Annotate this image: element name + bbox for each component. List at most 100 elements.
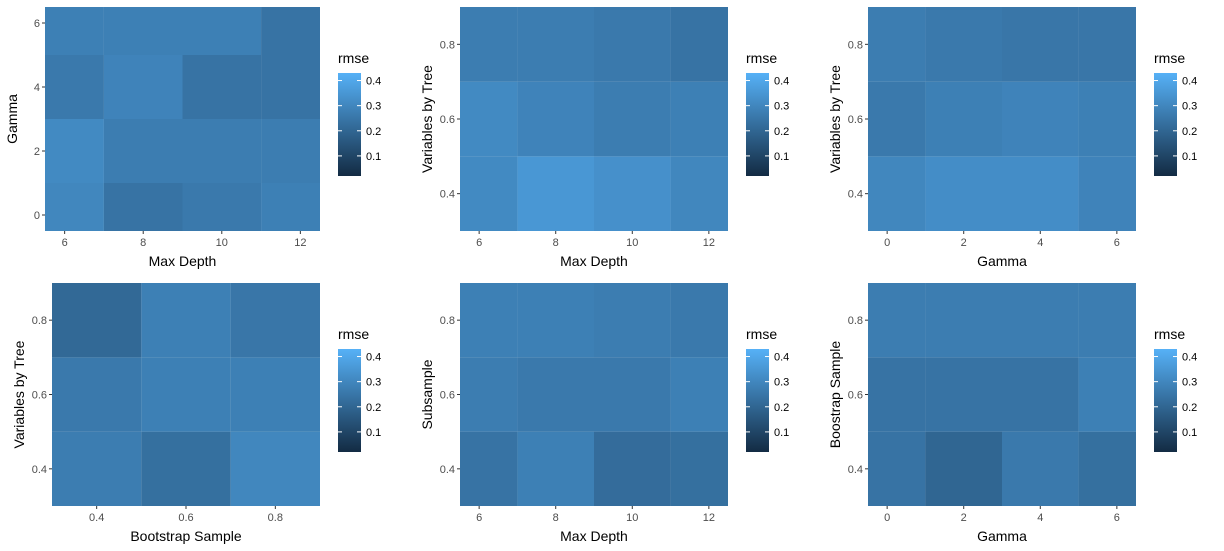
y-tick-label: 0.8 — [32, 315, 47, 327]
legend-tick-label: 0.3 — [1182, 377, 1197, 389]
y-tick-label: 0.8 — [440, 315, 455, 327]
x-tick-label: 4 — [1037, 237, 1043, 249]
legend-tick-label: 0.4 — [774, 352, 789, 364]
legend-colorbar — [338, 349, 361, 452]
x-tick-label: 6 — [62, 237, 68, 249]
legend-tick-label: 0.1 — [366, 151, 381, 163]
legend-tick-label: 0.1 — [774, 427, 789, 439]
x-axis-title: Max Depth — [560, 528, 628, 544]
legend-tick-label: 0.1 — [774, 151, 789, 163]
y-tick-label: 0.4 — [848, 189, 863, 201]
heatmap-panel-3: 0 2 4 6 0.4 0.6 0.8 Gamma Variables by Tree rmse 0… — [827, 7, 1197, 269]
y-tick-label: 0.6 — [440, 390, 455, 402]
legend-tick-label: 0.4 — [366, 352, 381, 364]
x-tick-label: 6 — [476, 512, 482, 524]
heatmap-tile — [103, 55, 183, 119]
heatmap-tile — [594, 81, 671, 157]
heatmap-tile — [594, 156, 671, 231]
y-tick-label: 2 — [34, 146, 40, 158]
legend-tick-label: 0.3 — [774, 101, 789, 113]
y-tick-label: 0.4 — [440, 464, 455, 476]
heatmap-tile — [925, 81, 1002, 157]
heatmap-tile — [460, 7, 518, 82]
legend-tick-label: 0.4 — [1182, 352, 1197, 364]
heatmap-tile — [868, 357, 926, 432]
heatmap-tile — [594, 431, 671, 506]
heatmap-tile — [230, 357, 320, 432]
legend-title: rmse — [1154, 326, 1185, 342]
x-tick-label: 0 — [884, 237, 890, 249]
heatmap-tile — [103, 119, 183, 183]
legend-title: rmse — [338, 326, 369, 342]
x-tick-label: 0.6 — [178, 512, 193, 524]
legend-tick-label: 0.3 — [366, 377, 381, 389]
legend-colorbar — [1154, 349, 1177, 452]
legend-tick-label: 0.2 — [774, 402, 789, 414]
legend-tick-label: 0.4 — [774, 76, 789, 88]
x-axis-title: Gamma — [977, 528, 1027, 544]
heatmap-tile — [460, 431, 518, 506]
y-tick-label: 0.4 — [32, 464, 47, 476]
heatmap-tile — [141, 357, 231, 432]
x-tick-label: 8 — [140, 237, 146, 249]
heatmap-tile — [594, 357, 671, 432]
x-tick-label: 10 — [216, 237, 228, 249]
heatmap-tile — [182, 183, 262, 231]
y-axis-title: Subsample — [419, 359, 435, 429]
legend-colorbar — [746, 349, 769, 452]
heatmap-tile — [1078, 81, 1136, 157]
heatmap-tile — [1002, 283, 1079, 358]
heatmap-tile — [261, 119, 320, 183]
y-axis-title: Gamma — [4, 94, 20, 144]
heatmap-tile — [45, 55, 104, 119]
heatmap-tile — [261, 7, 320, 55]
legend-title: rmse — [746, 326, 777, 342]
legend-tick-label: 0.2 — [1182, 402, 1197, 414]
heatmap-tile — [670, 357, 728, 432]
heatmap-panel-4: 0.4 0.6 0.8 0.4 0.6 0.8 Bootstrap Sample Variab… — [11, 283, 381, 544]
y-axis-title: Variables by Tree — [827, 65, 843, 173]
x-tick-label: 2 — [961, 237, 967, 249]
heatmap-tile — [1002, 81, 1079, 157]
legend-tick-label: 0.1 — [1182, 427, 1197, 439]
heatmap-tile — [1078, 7, 1136, 82]
y-axis-title: Boostrap Sample — [827, 341, 843, 449]
x-axis-title: Gamma — [977, 253, 1027, 269]
heatmap-tile — [1078, 357, 1136, 432]
heatmap-tile — [460, 156, 518, 231]
heatmap-panel-1: 6 8 10 12 0 2 4 6 Max Depth Gamma rmse 0.1 0.2 0.3 0.4 — [4, 7, 381, 269]
heatmap-tile — [868, 81, 926, 157]
heatmap-tile — [45, 119, 104, 183]
legend-tick-label: 0.2 — [366, 126, 381, 138]
heatmap-tile — [868, 156, 926, 231]
heatmap-tile — [45, 7, 104, 55]
x-tick-label: 10 — [626, 237, 638, 249]
x-tick-label: 6 — [476, 237, 482, 249]
heatmap-tile — [925, 7, 1002, 82]
heatmap-tile — [230, 431, 320, 506]
x-axis-title: Max Depth — [149, 253, 217, 269]
heatmap-tile — [925, 431, 1002, 506]
x-tick-label: 6 — [1114, 512, 1120, 524]
legend-colorbar — [1154, 73, 1177, 176]
heatmap-tile — [1078, 431, 1136, 506]
y-tick-label: 0.6 — [440, 114, 455, 126]
heatmap-tile — [1078, 156, 1136, 231]
legend-tick-label: 0.3 — [774, 377, 789, 389]
heatmap-tile — [52, 431, 142, 506]
heatmap-tile — [1002, 431, 1079, 506]
y-tick-label: 4 — [34, 82, 40, 94]
legend-tick-label: 0.3 — [1182, 101, 1197, 113]
heatmap-tile — [517, 156, 594, 231]
heatmap-tile — [517, 357, 594, 432]
y-tick-label: 0.6 — [848, 114, 863, 126]
heatmap-tile — [594, 283, 671, 358]
legend-tick-label: 0.4 — [1182, 76, 1197, 88]
x-tick-label: 0.4 — [89, 512, 104, 524]
x-axis-title: Max Depth — [560, 253, 628, 269]
heatmap-tile — [1002, 357, 1079, 432]
legend-tick-label: 0.2 — [366, 402, 381, 414]
heatmap-tile — [670, 156, 728, 231]
heatmap-tile — [45, 183, 104, 231]
y-tick-label: 0.8 — [848, 315, 863, 327]
